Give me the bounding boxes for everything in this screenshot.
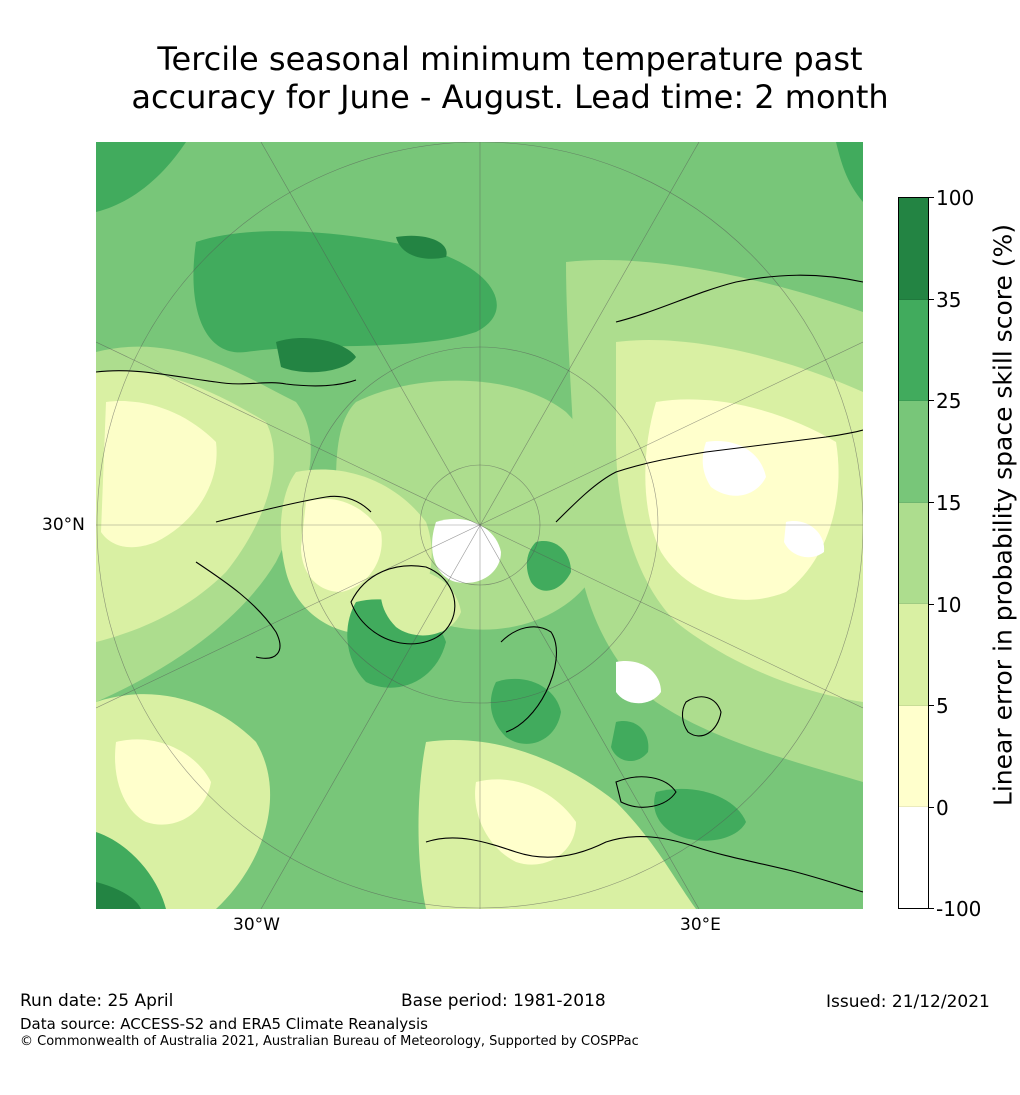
colorbar-tick-label: 10: [936, 593, 962, 617]
colorbar-tick-label: 25: [936, 389, 962, 413]
score-region-eurasia-white-3: [784, 521, 825, 558]
coast-hudson: [195, 561, 281, 659]
lon-label-30w: 30°W: [233, 915, 280, 935]
colorbar-tick-mark: [929, 299, 934, 300]
coast-caspian: [681, 696, 722, 737]
score-region-darkest-north-2: [396, 235, 447, 259]
colorbar-tick-label: 0: [936, 796, 949, 820]
score-region-darkest-north: [276, 337, 356, 373]
score-region-mediterranean-dark: [654, 788, 746, 841]
colorbar-band-neg100-0: [899, 807, 928, 909]
score-region-arctic-palest: [301, 498, 382, 592]
colorbar-tick-mark: [929, 400, 934, 401]
colorbar-tick-mark: [929, 807, 934, 808]
colorbar-band-5-10: [899, 604, 928, 706]
colorbar-band-10-15: [899, 502, 928, 605]
colorbar-tick-mark: [929, 604, 934, 605]
score-region-barents-dark: [526, 541, 571, 591]
data-source: Data source: ACCESS-S2 and ERA5 Climate …: [20, 1015, 428, 1033]
coast-greenland: [350, 565, 456, 645]
graticule-meridian-diag-4: [260, 142, 700, 909]
coast-siberia-east: [615, 274, 863, 323]
colorbar-tick-mark: [929, 705, 934, 706]
colorbar-tick-label: 15: [936, 491, 962, 515]
colorbar-tick-label: -100: [936, 897, 982, 921]
score-region-dark-north: [193, 231, 497, 353]
colorbar-band-35-100: [899, 198, 928, 300]
score-region-palest-west: [101, 401, 217, 548]
colorbar-tick-label: 5: [936, 694, 949, 718]
score-region-baltic-dark: [611, 721, 649, 762]
coast-scandinavia: [500, 626, 557, 733]
graticule: [96, 142, 863, 909]
score-region-europe-palest: [475, 779, 576, 865]
colorbar-tick-mark: [929, 908, 934, 909]
base-period: Base period: 1981-2018: [401, 991, 606, 1011]
score-region-dark-northwest: [96, 142, 186, 212]
coast-black-sea: [615, 776, 677, 808]
map-title: Tercile seasonal minimum temperature pas…: [60, 40, 960, 116]
copyright: © Commonwealth of Australia 2021, Austra…: [20, 1034, 639, 1049]
coast-alaska: [96, 370, 357, 387]
colorbar-title: Linear error in probability space skill …: [988, 223, 1018, 807]
colorbar-tick-label: 35: [936, 288, 962, 312]
colorbar-band-0-5: [899, 705, 928, 808]
colorbar-tick-mark: [929, 197, 934, 198]
score-region-sw-darkest: [96, 882, 141, 909]
map-title-line-1: Tercile seasonal minimum temperature pas…: [157, 40, 863, 78]
score-region-eurasia-white-1: [702, 441, 766, 496]
coast-canada-arctic: [215, 495, 372, 523]
score-region-pole-white: [432, 518, 501, 583]
coastlines: [96, 274, 863, 893]
colorbar: [898, 197, 929, 909]
score-region-america-palest: [115, 739, 211, 825]
issued-date: Issued: 21/12/2021: [826, 992, 990, 1012]
colorbar-band-15-25: [899, 401, 928, 503]
colorbar-tick-mark: [929, 502, 934, 503]
skill-score-map: [96, 142, 863, 909]
lon-label-30e: 30°E: [680, 915, 721, 935]
colorbar-band-25-35: [899, 299, 928, 402]
score-region-greenland-pale: [380, 569, 461, 636]
map-title-line-2: accuracy for June - August. Lead time: 2…: [131, 78, 889, 116]
score-region-scandinavia-dark: [490, 678, 561, 744]
coast-europe-south: [425, 836, 863, 893]
coast-russia-north: [555, 429, 863, 523]
colorbar-tick-label: 100: [936, 186, 975, 210]
score-region-dark-northeast: [836, 142, 863, 202]
run-date: Run date: 25 April: [20, 991, 174, 1011]
lat-label-30n: 30°N: [42, 515, 85, 535]
score-region-eurasia-white-2: [616, 661, 661, 704]
